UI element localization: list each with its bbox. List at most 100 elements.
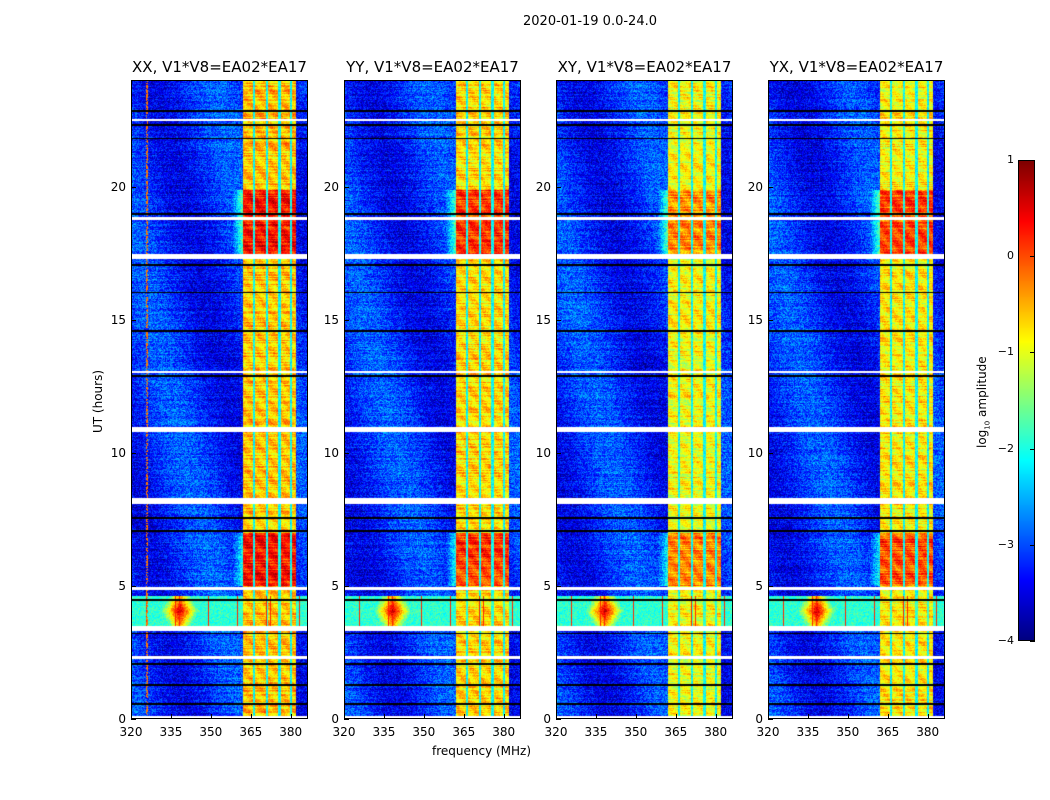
colorbar-gradient	[1019, 161, 1034, 640]
x-tick-label: 350	[199, 725, 223, 739]
colorbar-label-main: log	[975, 429, 989, 448]
x-tick-mark	[383, 714, 385, 719]
figure-title: 2020-01-19 0.0-24.0	[523, 14, 657, 29]
heatmap-cells	[557, 81, 732, 718]
x-tick-mark	[927, 714, 929, 719]
y-tick-label: 20	[110, 179, 126, 194]
x-tick-mark	[768, 714, 769, 719]
y-axis-label: UT (hours)	[91, 369, 105, 433]
colorbar-tick-mark	[1030, 544, 1035, 546]
x-tick-mark	[807, 714, 809, 719]
colorbar-tick-mark	[1030, 256, 1035, 258]
colorbar-tick-label: −4	[997, 634, 1014, 647]
x-tick-mark	[290, 714, 292, 719]
x-tick-label: 320	[332, 725, 356, 739]
colorbar-tick-label: −3	[997, 537, 1014, 551]
x-tick-mark	[344, 714, 345, 719]
y-tick-mark	[768, 452, 773, 454]
colorbar-tick-mark	[1030, 160, 1035, 161]
x-tick-label: 380	[704, 725, 728, 739]
y-tick-label: 5	[543, 578, 551, 593]
y-tick-mark	[131, 186, 136, 188]
y-tick-label: 20	[535, 179, 551, 194]
colorbar-tick-mark	[1030, 448, 1035, 450]
x-tick-mark	[131, 714, 132, 719]
x-tick-label: 365	[239, 725, 263, 739]
colorbar-tick-label: −1	[997, 345, 1014, 359]
y-tick-mark	[131, 319, 136, 321]
x-tick-mark	[170, 714, 172, 719]
colorbar-tick-label: −2	[997, 441, 1014, 455]
x-tick-label: 320	[544, 725, 568, 739]
x-tick-mark	[210, 714, 212, 719]
x-tick-label: 365	[876, 725, 900, 739]
y-tick-label: 5	[331, 578, 339, 593]
colorbar-label-rest: amplitude	[975, 356, 989, 421]
colorbar	[1018, 160, 1035, 641]
heatmap-panel	[131, 80, 308, 719]
y-tick-mark	[344, 585, 349, 587]
panel-title: YY, V1*V8=EA02*EA17	[346, 58, 519, 76]
y-tick-mark	[131, 585, 136, 587]
x-tick-mark	[423, 714, 425, 719]
heatmap-panel	[768, 80, 945, 719]
colorbar-tick-mark	[1030, 352, 1035, 354]
y-tick-mark	[768, 186, 773, 188]
y-tick-label: 10	[110, 445, 126, 460]
y-tick-mark	[344, 452, 349, 454]
panel-title: YX, V1*V8=EA02*EA17	[769, 58, 944, 76]
colorbar-tick-label: 1	[1007, 153, 1014, 166]
y-tick-label: 5	[755, 578, 763, 593]
x-tick-label: 335	[796, 725, 820, 739]
x-tick-label: 380	[916, 725, 940, 739]
colorbar-label-subscript: 10	[983, 420, 992, 430]
colorbar-tick-mark	[1030, 641, 1035, 642]
y-tick-label: 15	[323, 312, 339, 327]
heatmap-panel	[556, 80, 733, 719]
x-tick-label: 320	[756, 725, 780, 739]
y-tick-mark	[344, 319, 349, 321]
y-tick-mark	[556, 719, 561, 720]
y-tick-label: 0	[755, 712, 763, 726]
x-tick-label: 380	[492, 725, 516, 739]
y-tick-label: 15	[535, 312, 551, 327]
x-tick-mark	[595, 714, 597, 719]
y-tick-mark	[131, 452, 136, 454]
y-tick-label: 20	[323, 179, 339, 194]
y-tick-mark	[556, 585, 561, 587]
y-tick-mark	[768, 319, 773, 321]
x-tick-mark	[250, 714, 252, 719]
x-tick-mark	[887, 714, 889, 719]
heatmap-cells	[769, 81, 944, 718]
x-tick-mark	[715, 714, 717, 719]
y-tick-mark	[556, 452, 561, 454]
y-tick-mark	[344, 719, 349, 720]
y-tick-label: 10	[323, 445, 339, 460]
x-tick-label: 335	[372, 725, 396, 739]
heatmap-cells	[345, 81, 520, 718]
x-tick-mark	[556, 714, 557, 719]
panel-title: XX, V1*V8=EA02*EA17	[132, 58, 307, 76]
x-tick-label: 350	[412, 725, 436, 739]
colorbar-tick-label: 0	[1007, 249, 1014, 263]
x-tick-label: 365	[664, 725, 688, 739]
y-tick-mark	[131, 719, 136, 720]
y-tick-mark	[344, 186, 349, 188]
y-tick-mark	[768, 585, 773, 587]
x-tick-mark	[635, 714, 637, 719]
x-tick-label: 380	[279, 725, 303, 739]
x-tick-label: 365	[452, 725, 476, 739]
y-tick-label: 20	[747, 179, 763, 194]
y-tick-label: 0	[331, 712, 339, 726]
heatmap-panel	[344, 80, 521, 719]
x-tick-label: 335	[584, 725, 608, 739]
x-tick-mark	[675, 714, 677, 719]
y-tick-label: 0	[543, 712, 551, 726]
x-tick-label: 320	[119, 725, 143, 739]
y-tick-mark	[556, 319, 561, 321]
x-tick-mark	[463, 714, 465, 719]
y-tick-label: 10	[747, 445, 763, 460]
y-tick-label: 5	[118, 578, 126, 593]
x-tick-mark	[503, 714, 505, 719]
y-tick-mark	[556, 186, 561, 188]
